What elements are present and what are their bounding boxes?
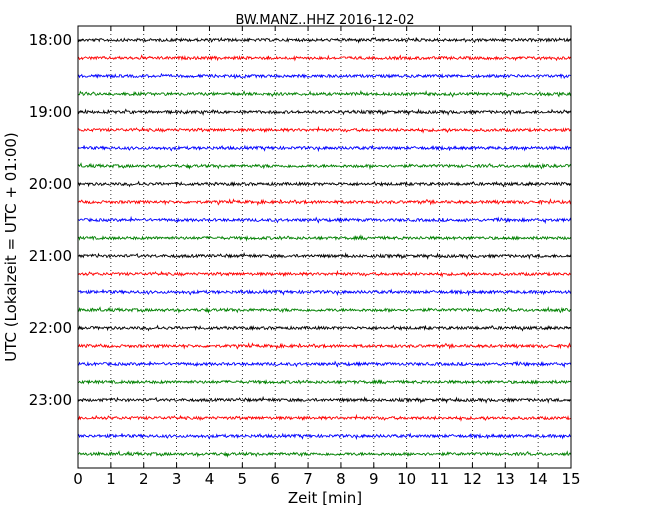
traces [77,36,572,458]
y-tick-label: 18:00 [29,31,72,49]
x-tick-label: 10 [397,470,416,488]
y-tick-label: 21:00 [29,247,72,265]
trace-2130 [77,288,572,297]
trace-1945 [77,162,572,170]
trace-2045 [77,234,572,242]
y-axis: 18:00 19:00 20:00 21:00 22:00 23:00 [29,31,571,409]
trace-2230 [77,360,572,369]
x-tick-label: 13 [496,470,515,488]
trace-2030 [77,215,572,225]
trace-1815 [77,54,572,62]
trace-1900 [77,108,572,116]
x-tick-label: 8 [336,470,346,488]
x-tick-label: 12 [463,470,482,488]
trace-2000 [77,180,572,188]
x-tick-label: 0 [73,470,83,488]
vertical-grid [110,26,539,468]
x-tick-label: 6 [270,470,280,488]
y-axis-label: UTC (Lokalzeit = UTC + 01:00) [2,132,20,362]
x-tick-label: 14 [529,470,548,488]
trace-2115 [77,269,572,278]
trace-2015 [77,198,572,207]
x-tick-label: 15 [561,470,580,488]
y-tick-label: 19:00 [29,103,72,121]
trace-2345 [77,450,572,458]
y-tick-label: 22:00 [29,319,72,337]
trace-1800 [77,36,572,44]
trace-2300 [77,395,572,404]
trace-1915 [77,125,572,134]
trace-2215 [77,342,572,351]
trace-2100 [77,251,572,260]
x-axis-label: Zeit [min] [288,489,362,507]
trace-2330 [77,432,572,441]
x-tick-label: 4 [205,470,215,488]
x-tick-label: 1 [106,470,116,488]
trace-2315 [77,413,572,422]
x-tick-label: 2 [139,470,149,488]
trace-2145 [77,306,572,314]
trace-1845 [77,89,572,98]
x-tick-label: 3 [172,470,182,488]
trace-2245 [77,379,572,385]
y-tick-label: 23:00 [29,391,72,409]
chart-title: BW.MANZ..HHZ 2016-12-02 [235,13,414,28]
x-tick-label: 9 [369,470,379,488]
plot-frame [77,25,572,469]
trace-2200 [77,324,572,332]
x-axis: 0 1 2 3 4 5 6 7 8 9 10 11 12 13 14 15 [73,26,581,488]
trace-1930 [77,144,572,153]
x-tick-label: 11 [430,470,449,488]
x-tick-label: 7 [303,470,313,488]
y-tick-label: 20:00 [29,175,72,193]
x-tick-label: 5 [238,470,248,488]
trace-1830 [77,72,572,80]
